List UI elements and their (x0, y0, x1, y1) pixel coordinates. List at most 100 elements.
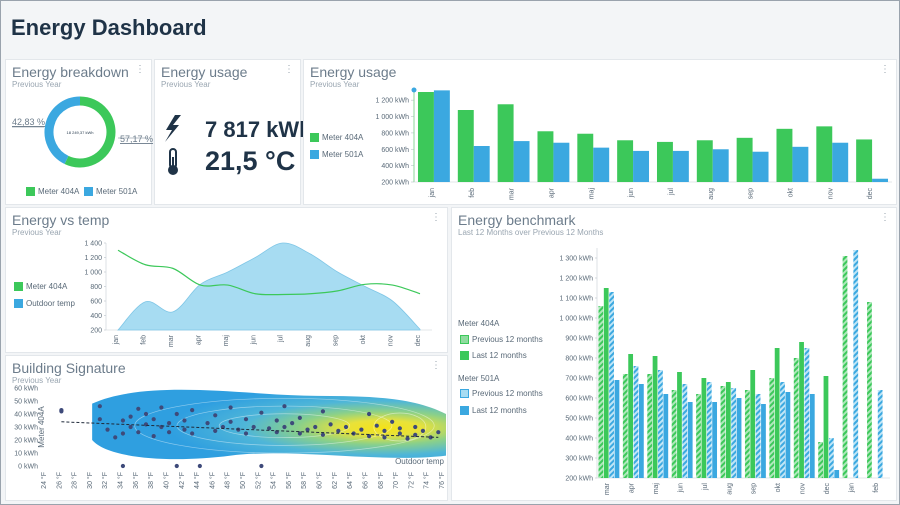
legend-item-meter-501a[interactable]: Meter 501A (310, 150, 363, 159)
bar (513, 141, 530, 182)
bar (823, 376, 829, 478)
x-tick-label: 44 °F (193, 472, 201, 489)
data-point (282, 404, 287, 409)
x-tick-label: 76 °F (438, 472, 446, 489)
slice-label: 57,17 % (120, 134, 153, 144)
x-tick-label: jun (677, 483, 684, 493)
panel-energy-usage-bars: Energy usage Previous Year ⋮ 200 kWh 400 … (303, 59, 897, 205)
y-tick-label: 800 kWh (381, 130, 409, 137)
data-point (151, 434, 156, 439)
bar (701, 378, 707, 478)
data-point (428, 435, 433, 440)
data-point (274, 418, 279, 423)
legend-item-outdoor-temp[interactable]: Outdoor temp (14, 299, 75, 308)
legend-swatch (26, 187, 35, 196)
data-point (143, 411, 149, 417)
x-tick-label: 60 °F (316, 472, 324, 489)
energy-kpi-value: 7 817 kWh (205, 117, 313, 142)
x-tick-label: okt (787, 188, 794, 197)
x-tick-label: 36 °F (132, 472, 140, 489)
bar (828, 438, 834, 478)
legend-item-meter-501a[interactable]: Meter 501A (84, 187, 137, 196)
data-point (320, 432, 326, 437)
temp-kpi-value: 21,5 °C (205, 146, 296, 176)
legend-swatch (84, 187, 93, 196)
y-tick-label: 400 kWh (565, 436, 593, 443)
bar (672, 150, 689, 182)
legend-item-404a-previous[interactable]: Previous 12 months (460, 335, 543, 344)
data-point (197, 463, 202, 469)
data-point (166, 430, 172, 435)
data-point (243, 417, 249, 422)
bar (417, 92, 434, 182)
data-point (213, 413, 218, 418)
legend-item-404a-last[interactable]: Last 12 months (460, 351, 527, 360)
donut-slice (64, 96, 116, 168)
legend-item-501a-last[interactable]: Last 12 months (460, 406, 527, 415)
bar (872, 178, 889, 182)
legend-item-meter-404a[interactable]: Meter 404A (310, 133, 363, 142)
panel-title: Energy usage (310, 64, 397, 80)
legend-swatch (460, 351, 469, 360)
x-tick-label: jul (668, 188, 675, 196)
y-tick-label: 20 kWh (14, 438, 38, 445)
bar (603, 288, 609, 478)
data-point (305, 427, 310, 432)
meter-404a-line (117, 249, 421, 296)
bar (671, 390, 677, 478)
legend-item-501a-previous[interactable]: Previous 12 months (460, 389, 543, 398)
data-point (213, 428, 218, 433)
x-tick-label: 28 °F (71, 472, 79, 489)
legend-item-meter-404a[interactable]: Meter 404A (26, 187, 79, 196)
data-point (182, 427, 187, 432)
data-point (143, 422, 149, 427)
x-tick-label: aug (708, 188, 715, 200)
bar (804, 348, 810, 478)
axis-marker (411, 87, 417, 93)
panel-title: Energy benchmark (458, 212, 576, 228)
panel-menu-icon[interactable]: ⋮ (880, 212, 890, 223)
y-tick-label: 600 (90, 299, 102, 306)
data-point (105, 427, 110, 432)
x-tick-label: maj (653, 483, 660, 495)
panel-menu-icon[interactable]: ⋮ (431, 212, 441, 223)
legend-item-meter-404a[interactable]: Meter 404A (14, 282, 67, 291)
y-tick-label: 500 kWh (565, 416, 593, 423)
y-tick-label: 1 200 kWh (376, 98, 410, 105)
bar (628, 354, 634, 478)
x-tick-label: sep (333, 335, 340, 346)
y-tick-label: 800 (90, 284, 102, 291)
y-tick-label: 1 400 (84, 241, 102, 248)
panel-menu-icon[interactable]: ⋮ (284, 64, 294, 75)
panel-menu-icon[interactable]: ⋮ (135, 64, 145, 75)
data-point (282, 424, 287, 430)
bar (609, 292, 614, 478)
data-point (182, 418, 187, 423)
benchmark-bar-chart: 200 kWh 300 kWh 400 kWh 500 kWh 600 kWh 700 k… (560, 248, 890, 495)
y-tick-label: 40 kWh (14, 412, 38, 419)
x-tick-label: dec (824, 483, 831, 495)
density-contour (134, 397, 435, 454)
data-point (205, 421, 210, 426)
panel-menu-icon[interactable]: ⋮ (880, 64, 890, 75)
bar (752, 151, 769, 182)
kpi-icons (165, 115, 181, 175)
x-tick-label: jan (429, 188, 436, 198)
x-tick-label: sep (748, 188, 755, 199)
y-tick-label: 200 (90, 328, 102, 335)
panel-menu-icon[interactable]: ⋮ (431, 360, 441, 371)
data-point (266, 426, 272, 431)
legend-swatch (460, 389, 469, 398)
x-tick-label: okt (775, 483, 782, 492)
data-point (151, 417, 156, 422)
y-tick-label: 1 200 kWh (560, 276, 594, 283)
data-point (228, 419, 233, 424)
data-point (328, 422, 333, 427)
x-tick-label: 68 °F (377, 472, 385, 489)
x-tick-label: jun (250, 335, 257, 345)
panel-title: Energy vs temp (12, 212, 110, 228)
x-tick-label: 66 °F (361, 472, 369, 489)
legend-label: Previous 12 months (472, 335, 543, 344)
y-tick-label: 1 000 kWh (560, 316, 594, 323)
data-point (159, 405, 164, 410)
